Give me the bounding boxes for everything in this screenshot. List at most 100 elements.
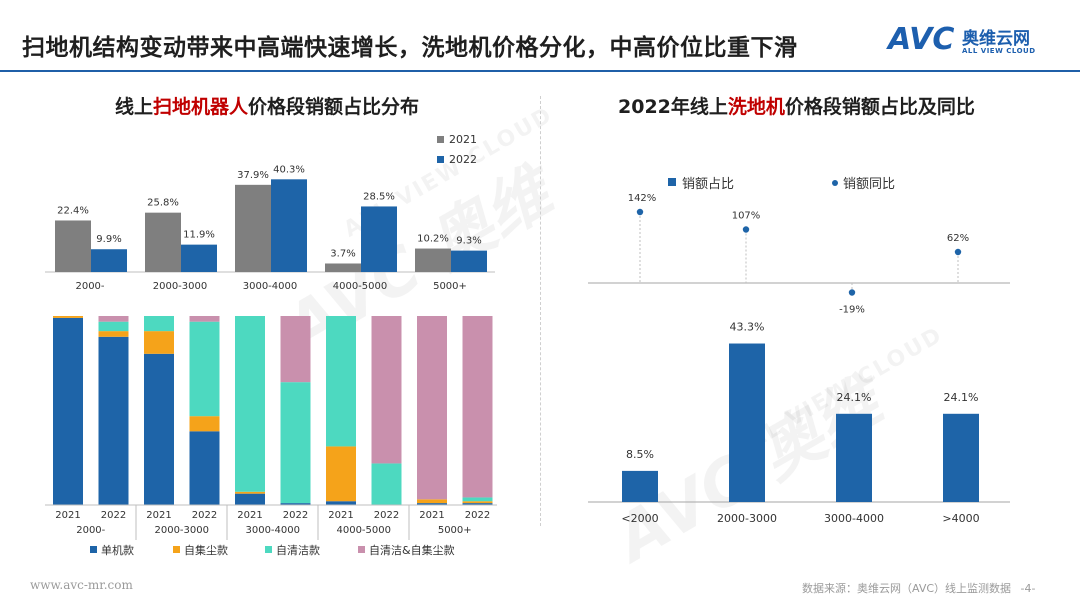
stack-seg-3-3: [189, 316, 220, 322]
stack-legend-swatch-2: [265, 546, 272, 553]
stack-seg-6-2: [326, 316, 356, 447]
stack-seg-1-2: [98, 321, 129, 332]
yoy-legend-label: 销额同比: [843, 177, 895, 192]
stack-legend-3: 自清洁&自集尘款: [369, 543, 455, 557]
bar1-label-2022-4000-5000: 28.5%: [363, 191, 395, 202]
stack-seg-6-0: [326, 501, 356, 505]
stack-year-6: 2021: [328, 510, 353, 521]
yoy-dot->4000: [954, 248, 962, 256]
stack-group-5000+: 5000+: [438, 525, 472, 536]
share-tick-2000-3000: 2000-3000: [717, 512, 777, 525]
stack-year-0: 2021: [55, 510, 80, 521]
stack-seg-3-2: [189, 321, 220, 417]
stack-legend-swatch-0: [90, 546, 97, 553]
yoy-legend-dot: [832, 180, 838, 186]
page-title: 扫地机结构变动带来中高端快速增长，洗地机价格分化，中高价位比重下滑: [22, 35, 798, 61]
stack-legend-swatch-1: [173, 546, 180, 553]
stack-seg-6-1: [326, 446, 356, 502]
stack-seg-1-1: [98, 331, 129, 337]
share-tick-<2000: <2000: [621, 512, 658, 525]
stack-seg-2-1: [144, 331, 174, 354]
stack-year-7: 2022: [374, 510, 399, 521]
stack-seg-4-2: [235, 316, 265, 492]
bar1-legend-swatch-2021: [437, 136, 444, 143]
yoy-label-3000-4000: -19%: [839, 305, 865, 316]
panel-divider: [540, 96, 541, 526]
right-title-highlight: 洗地机: [727, 96, 785, 118]
bar1-tick-4000-5000: 4000-5000: [333, 281, 388, 292]
share-bar-2000-3000: [729, 343, 765, 502]
bar1-label-2021-2000-: 22.4%: [57, 205, 89, 216]
stack-seg-0-1: [53, 316, 83, 318]
bar1-label-2021-4000-5000: 3.7%: [330, 248, 355, 259]
right-title-pre: 2022年线上: [618, 96, 728, 118]
stack-group-4000-5000: 4000-5000: [336, 525, 391, 536]
bar1-label-2022-2000-3000: 11.9%: [183, 230, 215, 241]
stack-year-5: 2022: [283, 510, 308, 521]
bar1-label-2022-5000+: 9.3%: [456, 236, 481, 247]
right-title-post: 价格段销额占比及同比: [784, 96, 975, 118]
stack-legend-swatch-3: [358, 546, 365, 553]
bar1-tick-2000-3000: 2000-3000: [153, 281, 208, 292]
bar1-tick-3000-4000: 3000-4000: [243, 281, 298, 292]
stack-year-3: 2022: [192, 510, 217, 521]
share-legend-label: 销额占比: [682, 177, 734, 192]
stack-seg-4-0: [235, 493, 265, 505]
yoy-label-2000-3000: 107%: [732, 211, 761, 222]
stack-legend-0: 单机款: [101, 543, 134, 557]
stack-seg-1-0: [98, 336, 129, 505]
stack-seg-3-0: [189, 431, 220, 505]
stack-seg-7-3: [371, 316, 402, 464]
footer-page-number: -4-: [1020, 582, 1036, 595]
bar1-label-2022-3000-4000: 40.3%: [273, 164, 305, 175]
share-legend-swatch: [668, 178, 676, 186]
footer-site: www.avc-mr.com: [30, 578, 133, 592]
share-tick->4000: >4000: [942, 512, 979, 525]
left-title-highlight: 扫地机器人: [153, 96, 249, 118]
left-title-pre: 线上: [115, 96, 154, 118]
bar1-2022-2000-: [91, 249, 127, 272]
bar1-label-2021-3000-4000: 37.9%: [237, 170, 269, 181]
bar1-2021-3000-4000: [235, 184, 271, 272]
stack-seg-9-3: [462, 316, 493, 498]
bar1-legend-2022: 2022: [449, 153, 477, 166]
stack-seg-9-2: [462, 497, 493, 502]
left-title-post: 价格段销额占比分布: [248, 96, 420, 118]
share-label-<2000: 8.5%: [626, 448, 654, 461]
logo-mark: AVC: [888, 22, 955, 57]
bar1-label-2022-2000-: 9.9%: [96, 234, 121, 245]
bar1-2022-2000-3000: [181, 244, 217, 272]
stack-year-4: 2021: [237, 510, 262, 521]
stack-legend-2: 自清洁款: [276, 543, 320, 557]
stack-seg-7-2: [371, 463, 402, 505]
share-label-2000-3000: 43.3%: [730, 321, 765, 334]
stack-seg-1-3: [98, 316, 129, 322]
yoy-label-<2000: 142%: [628, 193, 657, 204]
stack-year-2: 2021: [146, 510, 171, 521]
share-bar-3000-4000: [836, 413, 872, 502]
logo-en-text: ALL VIEW CLOUD: [962, 47, 1036, 55]
footer-source-text: 数据来源：奥维云网（AVC）线上监测数据: [802, 582, 1012, 595]
bar1-label-2021-5000+: 10.2%: [417, 234, 449, 245]
yoy-dot-2000-3000: [742, 226, 750, 233]
bar1-2021-2000-3000: [145, 212, 181, 272]
bar1-2021-2000-: [55, 220, 91, 272]
stack-group-2000-3000: 2000-3000: [154, 525, 209, 536]
right-chart-title: 2022年线上洗地机价格段销额占比及同比: [618, 92, 975, 119]
stack-year-9: 2022: [465, 510, 490, 521]
bar1-2022-3000-4000: [271, 179, 307, 272]
stack-seg-9-0: [462, 503, 493, 505]
stack-seg-5-0: [280, 503, 311, 505]
stack-group-2000-: 2000-: [76, 525, 105, 536]
stack-seg-0-0: [53, 317, 83, 505]
avc-logo: AVC 奥维云网 ALL VIEW CLOUD: [888, 22, 1058, 62]
share-bar->4000: [943, 413, 979, 502]
stack-seg-2-0: [144, 353, 174, 505]
bar1-2022-4000-5000: [361, 206, 397, 272]
stack-year-8: 2021: [419, 510, 444, 521]
share-tick-3000-4000: 3000-4000: [824, 512, 884, 525]
bar1-2021-4000-5000: [325, 263, 361, 272]
bar1-legend-2021: 2021: [449, 133, 477, 146]
